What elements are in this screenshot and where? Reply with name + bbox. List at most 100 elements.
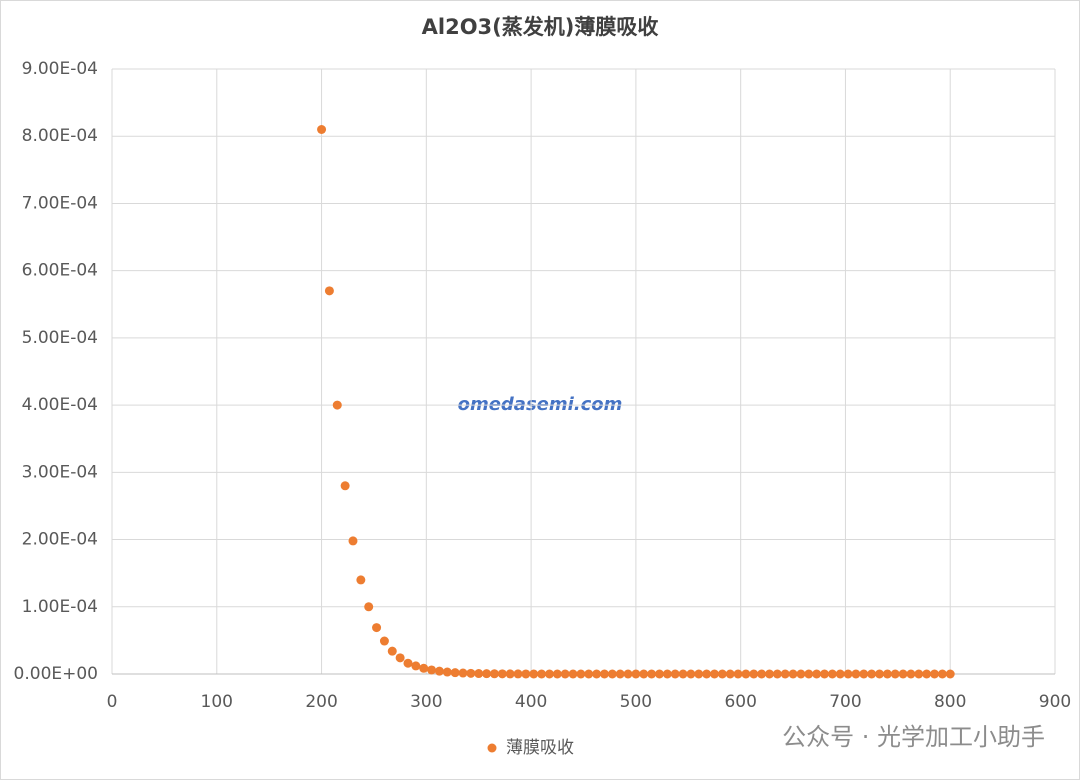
point — [670, 669, 680, 679]
point — [749, 669, 759, 679]
y-tick-label: 9.00E-04 — [22, 59, 98, 79]
point — [599, 669, 609, 679]
y-tick-label: 1.00E-04 — [22, 597, 98, 617]
point — [466, 668, 476, 678]
point — [662, 669, 672, 679]
point — [882, 669, 892, 679]
y-tick-label: 0.00E+00 — [14, 664, 98, 684]
point — [623, 669, 633, 679]
point — [835, 669, 845, 679]
point — [812, 669, 822, 679]
point — [395, 653, 405, 663]
point — [780, 669, 790, 679]
point — [364, 602, 374, 612]
point — [733, 669, 743, 679]
point — [788, 669, 798, 679]
point — [898, 669, 908, 679]
point — [702, 669, 712, 679]
point — [725, 669, 735, 679]
x-tick-label: 900 — [1039, 692, 1071, 712]
legend-marker — [487, 743, 497, 753]
x-tick-label: 100 — [201, 692, 233, 712]
point — [717, 669, 727, 679]
point — [474, 669, 484, 679]
point — [505, 669, 515, 679]
point — [827, 669, 837, 679]
point — [560, 669, 570, 679]
point — [576, 669, 586, 679]
point — [356, 575, 366, 585]
x-tick-label: 500 — [620, 692, 652, 712]
point — [317, 125, 327, 134]
point — [442, 667, 452, 677]
y-tick-label: 8.00E-04 — [22, 126, 98, 146]
point — [914, 669, 924, 679]
point — [631, 669, 641, 679]
point — [482, 669, 492, 679]
point — [584, 669, 594, 679]
point — [804, 669, 814, 679]
point — [945, 669, 955, 679]
point — [592, 669, 602, 679]
point — [796, 669, 806, 679]
point — [411, 661, 421, 671]
point — [529, 669, 539, 679]
point — [427, 665, 437, 675]
point — [434, 666, 444, 676]
chart-title: Al2O3(蒸发机)薄膜吸收 — [422, 15, 659, 39]
y-tick-label: 4.00E-04 — [22, 395, 98, 415]
point — [764, 669, 774, 679]
point — [372, 623, 382, 633]
x-tick-label: 700 — [829, 692, 861, 712]
point — [843, 669, 853, 679]
point — [639, 669, 649, 679]
point — [906, 669, 916, 679]
y-tick-label: 5.00E-04 — [22, 328, 98, 348]
y-tick-label: 7.00E-04 — [22, 193, 98, 213]
y-tick-label: 2.00E-04 — [22, 530, 98, 550]
point — [922, 669, 932, 679]
point — [709, 669, 719, 679]
point — [403, 658, 413, 668]
y-tick-label: 3.00E-04 — [22, 462, 98, 482]
point — [497, 669, 507, 679]
point — [450, 668, 460, 678]
point — [694, 669, 704, 679]
point — [379, 636, 389, 646]
point — [568, 669, 578, 679]
point — [348, 536, 358, 546]
legend-label: 薄膜吸收 — [506, 738, 574, 758]
point — [340, 481, 350, 491]
point — [552, 669, 562, 679]
point — [607, 669, 617, 679]
point — [332, 400, 342, 410]
point — [324, 286, 334, 296]
point — [859, 669, 869, 679]
point — [851, 669, 861, 679]
y-tick-label: 6.00E-04 — [22, 261, 98, 281]
x-tick-label: 200 — [305, 692, 337, 712]
x-tick-label: 600 — [724, 692, 756, 712]
watermark: omedasemi.com — [458, 394, 623, 415]
point — [521, 669, 531, 679]
point — [387, 646, 397, 656]
point — [458, 668, 468, 678]
x-tick-label: 800 — [934, 692, 966, 712]
wechat-watermark: 公众号 · 光学加工小助手 — [782, 723, 1045, 751]
point — [537, 669, 547, 679]
point — [890, 669, 900, 679]
point — [772, 669, 782, 679]
point — [419, 663, 429, 673]
point — [544, 669, 554, 679]
point — [654, 669, 664, 679]
point — [874, 669, 884, 679]
point — [513, 669, 523, 679]
x-tick-label: 400 — [515, 692, 547, 712]
x-tick-label: 300 — [410, 692, 442, 712]
point — [930, 669, 940, 679]
point — [686, 669, 696, 679]
point — [647, 669, 657, 679]
x-tick-label: 0 — [107, 692, 118, 712]
